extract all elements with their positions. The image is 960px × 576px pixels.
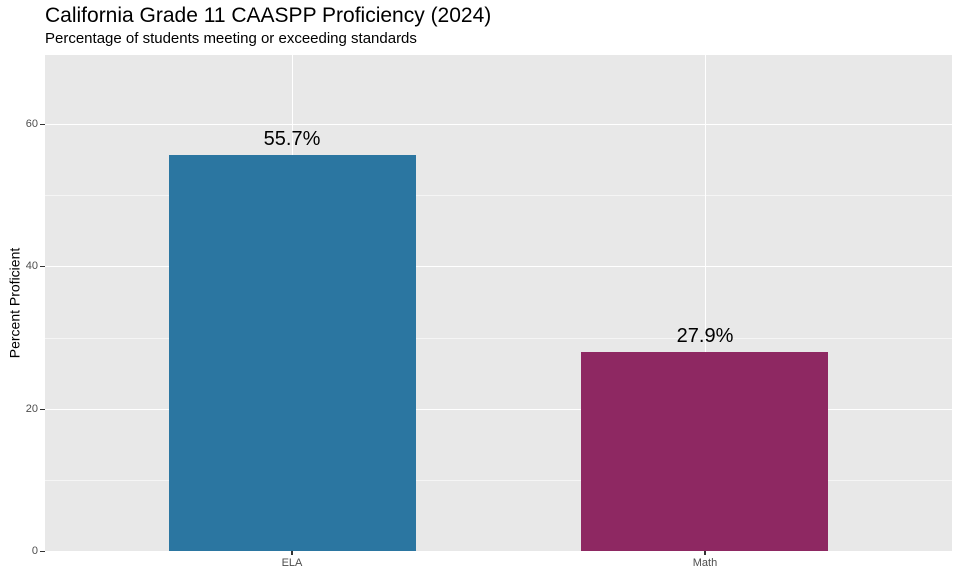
bar-ela [169, 155, 416, 551]
x-tick-mark [291, 551, 293, 555]
bar-value-label: 55.7% [263, 128, 321, 150]
y-gridline-major [45, 409, 952, 410]
chart-title: California Grade 11 CAASPP Proficiency (… [45, 4, 492, 27]
y-tick-mark [40, 124, 45, 125]
y-tick-label: 0 [31, 545, 38, 557]
y-tick-mark [40, 551, 45, 552]
plot-panel [45, 55, 952, 551]
y-gridline-minor [45, 195, 952, 196]
x-tick-label: Math [692, 557, 718, 569]
y-tick-mark [40, 409, 45, 410]
x-gridline-major [705, 55, 706, 551]
bar-math [581, 352, 828, 551]
y-tick-label: 40 [25, 260, 38, 272]
x-tick-mark [704, 551, 706, 555]
y-gridline-minor [45, 338, 952, 339]
x-tick-label: ELA [281, 557, 303, 569]
y-gridline-major [45, 124, 952, 125]
y-gridline-major [45, 266, 952, 267]
chart-subtitle: Percentage of students meeting or exceed… [45, 30, 417, 47]
y-tick-label: 20 [25, 403, 38, 415]
bar-value-label: 27.9% [676, 325, 734, 347]
y-gridline-minor [45, 480, 952, 481]
y-tick-mark [40, 266, 45, 267]
y-tick-label: 60 [25, 118, 38, 130]
